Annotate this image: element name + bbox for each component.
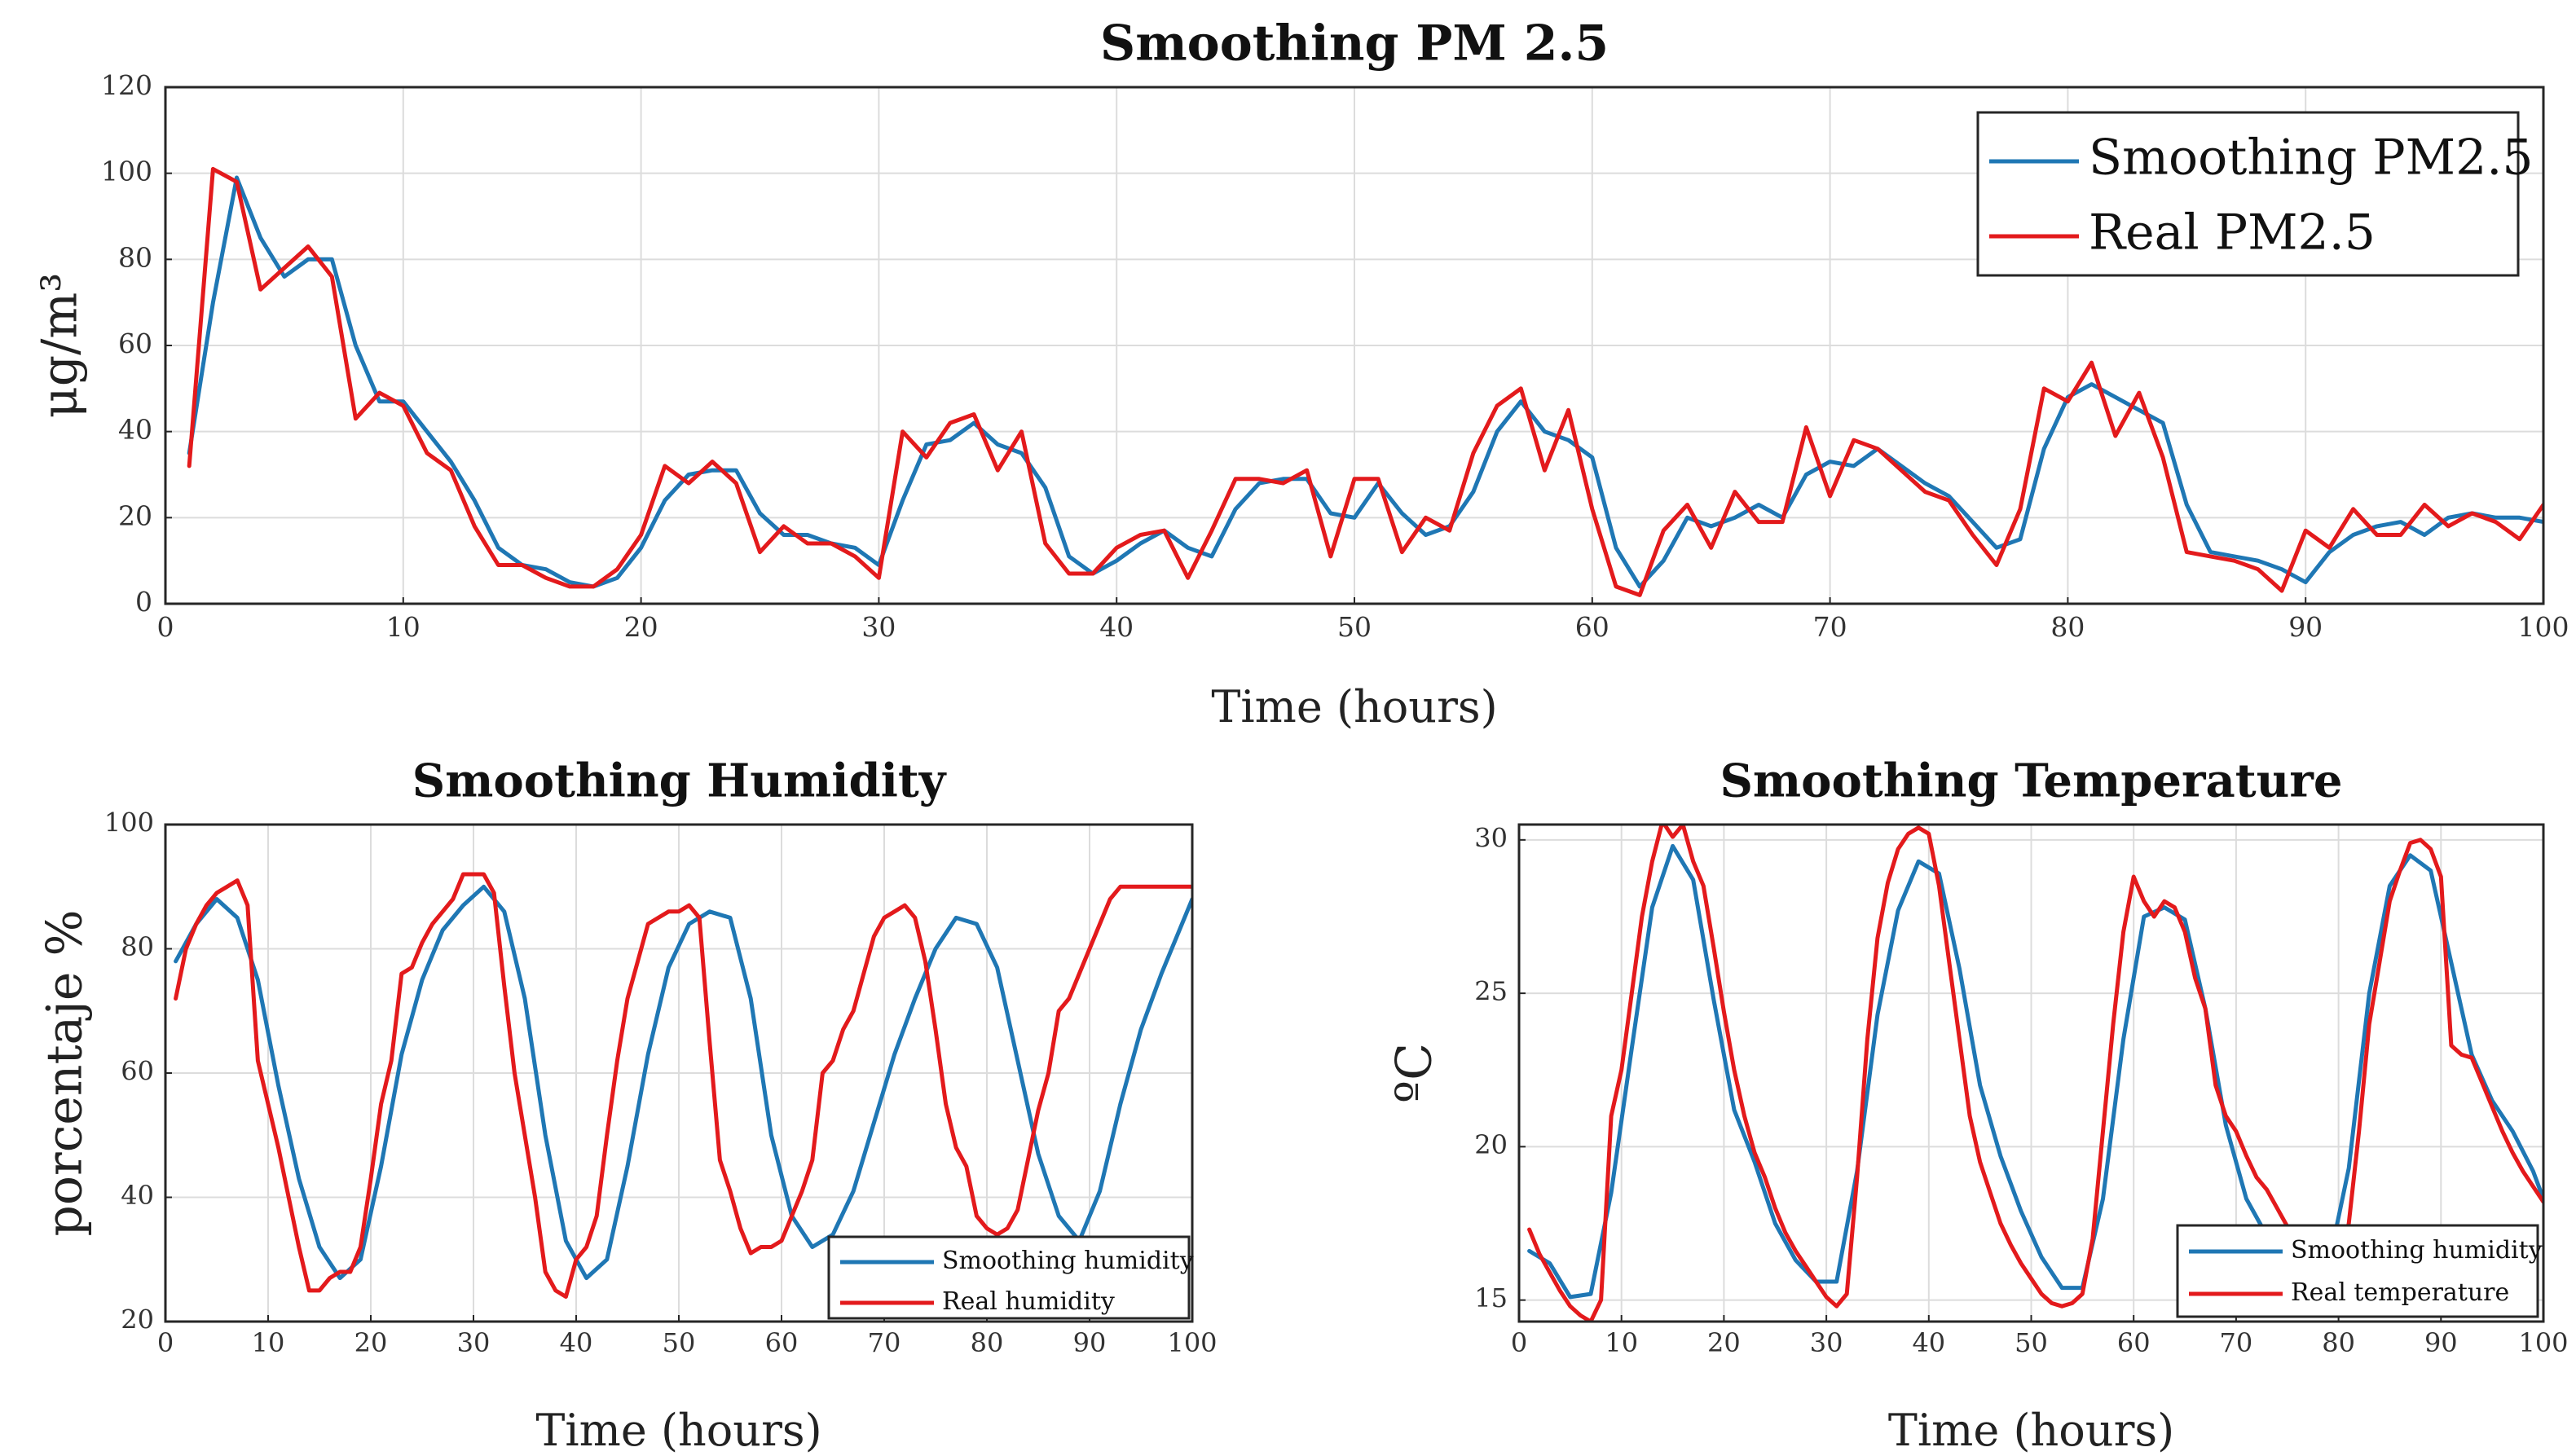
legend-box [2176, 1224, 2539, 1318]
x-tick-label: 0 [157, 1327, 174, 1358]
x-tick-label: 50 [2015, 1327, 2048, 1358]
legend: Smoothing humidity Real temperature [2176, 1224, 2543, 1318]
x-tick-label: 20 [354, 1327, 388, 1358]
y-axis-label: ºC [1386, 1043, 1443, 1103]
y-tick-label: 40 [121, 1180, 154, 1211]
y-tick-label: 20 [1474, 1129, 1508, 1160]
series-line-smoothing [174, 884, 1192, 1281]
x-tick-label: 80 [2322, 1327, 2355, 1358]
tick-labels: 0 10 20 30 40 50 60 70 80 90 100 0 20 40 60 80 100 120 [101, 69, 2569, 643]
x-tick-label: 10 [252, 1327, 285, 1358]
legend-label: Real PM2.5 [2089, 205, 2376, 262]
x-tick-label: 60 [2117, 1327, 2151, 1358]
plot-area-frame [164, 86, 2545, 605]
legend: Smoothing PM2.5 Real PM2.5 [1976, 111, 2534, 277]
chart-title: Smoothing Temperature [1720, 754, 2342, 808]
x-tick-label: 20 [624, 611, 658, 643]
x-axis-label: Time (hours) [535, 1405, 821, 1456]
y-tick-label: 80 [118, 241, 152, 273]
y-tick-label: 25 [1474, 976, 1508, 1007]
y-tick-label: 20 [118, 499, 152, 531]
series-line-real [187, 166, 2543, 597]
y-tick-label: 60 [118, 328, 152, 359]
x-tick-label: 40 [1912, 1327, 1945, 1358]
series-group [187, 166, 2543, 597]
x-tick-label: 100 [2518, 1327, 2568, 1358]
y-tick-label: 0 [135, 586, 152, 618]
y-tick-label: 30 [1474, 822, 1508, 853]
x-tick-label: 10 [1605, 1327, 1638, 1358]
chart-2: Smoothing Humidity 0 10 20 30 40 50 60 70 80 90 100… [37, 754, 1218, 1456]
y-axis-label: μg/m³ [32, 273, 89, 419]
x-tick-label: 50 [663, 1327, 696, 1358]
y-tick-label: 100 [104, 807, 154, 838]
y-tick-label: 20 [121, 1304, 154, 1335]
y-tick-label: 120 [101, 69, 152, 101]
series-line-real [174, 872, 1192, 1299]
tick-labels: 0 10 20 30 40 50 60 70 80 90 100 20 40 60 80 100 [104, 807, 1218, 1359]
x-tick-label: 30 [457, 1327, 491, 1358]
series-group [174, 872, 1192, 1299]
x-tick-label: 60 [1575, 611, 1609, 643]
x-tick-label: 0 [1511, 1327, 1527, 1358]
x-tick-label: 40 [1099, 611, 1134, 643]
y-tick-label: 40 [118, 414, 152, 446]
plot-area-frame [164, 823, 1194, 1323]
legend-label: Smoothing PM2.5 [2089, 130, 2534, 187]
x-tick-label: 70 [868, 1327, 901, 1358]
x-tick-label: 80 [2050, 611, 2085, 643]
x-tick-label: 20 [1707, 1327, 1741, 1358]
y-tick-label: 80 [121, 931, 154, 962]
x-tick-label: 90 [1073, 1327, 1107, 1358]
legend-label: Real temperature [2291, 1278, 2509, 1307]
y-axis-label: porcentaje % [37, 909, 94, 1236]
x-tick-label: 30 [861, 611, 896, 643]
chart-title: Smoothing PM 2.5 [1100, 15, 1609, 73]
x-tick-label: 100 [1167, 1327, 1217, 1358]
x-axis-label: Time (hours) [1211, 681, 1497, 732]
series-line-smoothing [187, 175, 2543, 589]
x-tick-label: 70 [2220, 1327, 2253, 1358]
x-tick-label: 50 [1337, 611, 1372, 643]
x-axis-label: Time (hours) [1888, 1405, 2174, 1456]
series-line-smoothing [1527, 843, 2543, 1300]
legend: Smoothing humidity Real humidity [827, 1235, 1194, 1320]
legend-box [1976, 111, 2520, 277]
x-tick-label: 40 [560, 1327, 593, 1358]
y-tick-label: 15 [1474, 1282, 1508, 1313]
x-tick-label: 70 [1813, 611, 1847, 643]
x-tick-label: 100 [2518, 611, 2569, 643]
plot-area-frame [1517, 823, 2545, 1323]
y-tick-label: 60 [121, 1056, 154, 1087]
x-tick-label: 80 [971, 1327, 1004, 1358]
x-tick-label: 0 [157, 611, 174, 643]
legend-label: Real humidity [942, 1287, 1115, 1316]
x-tick-label: 10 [386, 611, 421, 643]
x-tick-label: 90 [2288, 611, 2323, 643]
x-tick-label: 90 [2424, 1327, 2458, 1358]
legend-label: Smoothing humidity [942, 1247, 1194, 1275]
x-tick-label: 30 [1810, 1327, 1843, 1358]
tick-labels: 0 10 20 30 40 50 60 70 80 90 100 15 20 25 30 [1474, 822, 2568, 1358]
y-tick-label: 100 [101, 156, 152, 187]
series-group [1527, 825, 2543, 1322]
x-tick-label: 60 [765, 1327, 799, 1358]
chart-1: Smoothing PM 2.5 0 10 20 30 40 50 60 70 80 90 100 0 2… [32, 15, 2569, 733]
legend-label: Smoothing humidity [2291, 1236, 2543, 1265]
chart-title: Smoothing Humidity [412, 754, 947, 808]
series-line-real [1527, 825, 2543, 1322]
chart-3: Smoothing Temperature 0 10 20 30 40 50 60 70 80 90… [1386, 754, 2569, 1456]
